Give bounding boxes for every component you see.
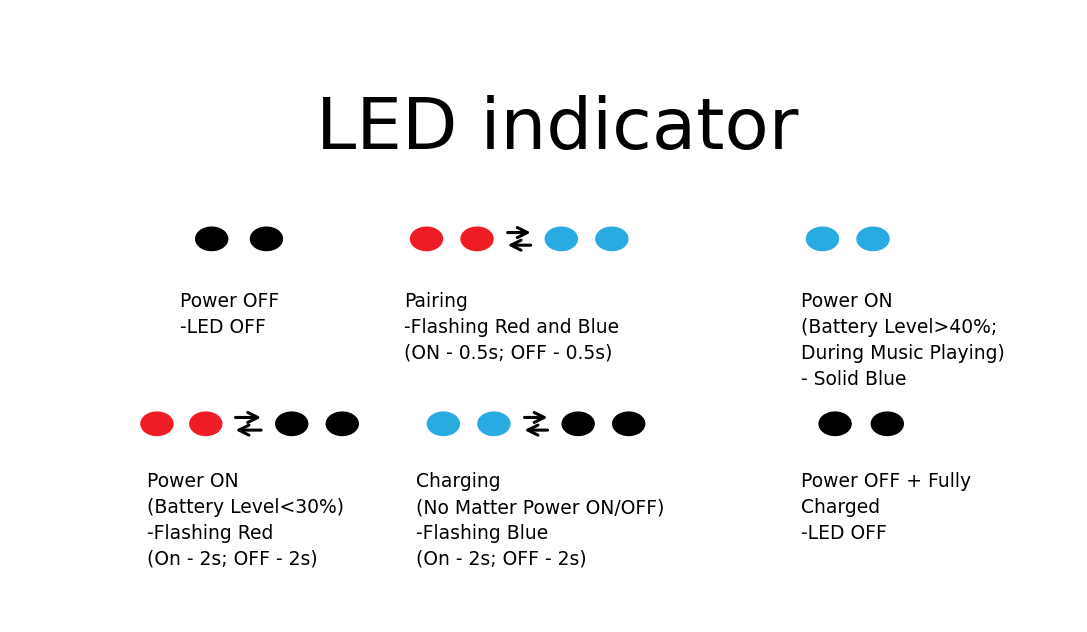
Ellipse shape bbox=[596, 227, 628, 250]
Ellipse shape bbox=[141, 412, 173, 435]
Text: Pairing
-Flashing Red and Blue
(ON - 0.5s; OFF - 0.5s): Pairing -Flashing Red and Blue (ON - 0.5… bbox=[403, 293, 619, 363]
Text: Power ON
(Battery Level>40%;
During Music Playing)
- Solid Blue: Power ON (Battery Level>40%; During Musi… bbox=[801, 293, 1005, 389]
Ellipse shape bbox=[820, 412, 851, 435]
Ellipse shape bbox=[250, 227, 283, 250]
Ellipse shape bbox=[196, 227, 227, 250]
Ellipse shape bbox=[857, 227, 889, 250]
Ellipse shape bbox=[411, 227, 442, 250]
Ellipse shape bbox=[562, 412, 595, 435]
Ellipse shape bbox=[326, 412, 359, 435]
Text: Power OFF
-LED OFF: Power OFF -LED OFF bbox=[179, 293, 279, 337]
Text: Power OFF + Fully
Charged
-LED OFF: Power OFF + Fully Charged -LED OFF bbox=[801, 473, 972, 543]
Ellipse shape bbox=[546, 227, 577, 250]
Ellipse shape bbox=[807, 227, 838, 250]
Text: LED indicator: LED indicator bbox=[316, 95, 798, 164]
Text: Charging
(No Matter Power ON/OFF)
-Flashing Blue
(On - 2s; OFF - 2s): Charging (No Matter Power ON/OFF) -Flash… bbox=[416, 473, 665, 569]
Ellipse shape bbox=[872, 412, 903, 435]
Ellipse shape bbox=[613, 412, 645, 435]
Ellipse shape bbox=[276, 412, 308, 435]
Ellipse shape bbox=[461, 227, 493, 250]
Text: Power ON
(Battery Level<30%)
-Flashing Red
(On - 2s; OFF - 2s): Power ON (Battery Level<30%) -Flashing R… bbox=[147, 473, 343, 569]
Ellipse shape bbox=[427, 412, 460, 435]
Ellipse shape bbox=[478, 412, 510, 435]
Ellipse shape bbox=[190, 412, 222, 435]
